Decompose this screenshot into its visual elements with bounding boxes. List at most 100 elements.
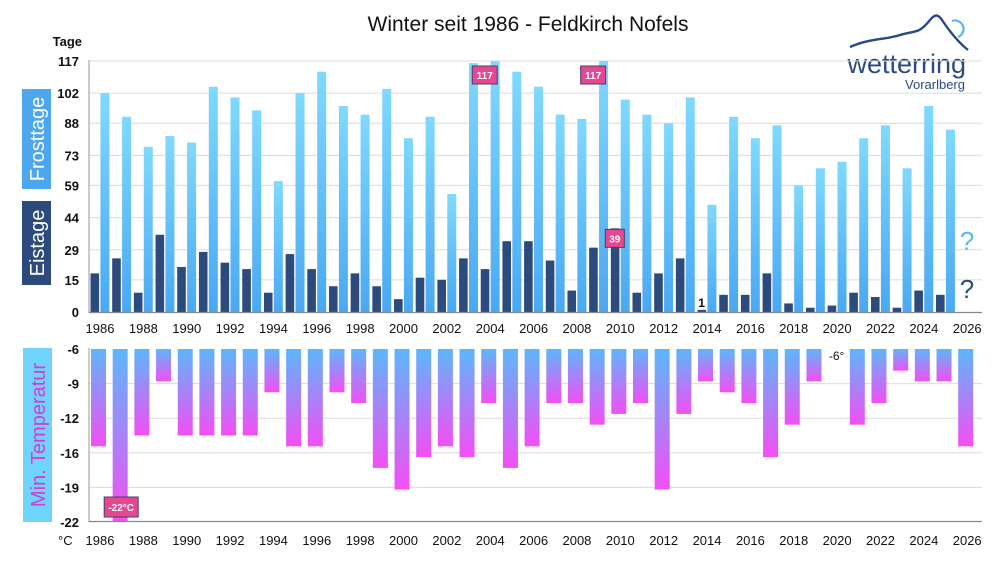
frosttage-bar: [468, 63, 478, 313]
wetterring-logo: wetterring Vorarlberg: [846, 14, 969, 92]
bottom-y-tick-label: -6: [67, 342, 79, 357]
eistage-bar: [675, 258, 685, 312]
min-temperature-bar: [719, 349, 735, 393]
eistage-bar: [177, 266, 186, 312]
eistage-bar: [242, 269, 251, 312]
eistage-bar: [198, 251, 208, 312]
bottom-x-tick-label: 1992: [216, 533, 245, 548]
min-temperature-bar: [914, 349, 930, 382]
top-x-tick-label: 2006: [519, 321, 548, 336]
bottom-x-ticks: 1986 1988 1990 1992 1994 1996 1998 2000 2002 2004…: [86, 533, 982, 548]
frosttage-bar: [729, 116, 739, 313]
eistage-bar: [524, 241, 533, 312]
bottom-x-tick-label: 2000: [389, 533, 418, 548]
bottom-x-tick-label: 2018: [779, 533, 808, 548]
frosttage-bar: [599, 61, 609, 312]
top-x-tick-label: 1994: [259, 321, 288, 336]
top-x-tick-label: 2000: [389, 321, 418, 336]
top-x-tick-label: 2010: [606, 321, 635, 336]
record-badge-text: -22°C: [108, 503, 134, 514]
frosttage-bar: [772, 125, 782, 312]
eistage-bar: [372, 286, 381, 312]
frosttage-bar: [924, 106, 934, 312]
frosttage-bar: [230, 97, 240, 312]
min-temperature-bar: [351, 349, 367, 404]
frosttage-bar: [490, 61, 500, 312]
min-temperature-bar: [264, 349, 280, 393]
top-y-tick-label: 15: [65, 273, 79, 288]
top-x-tick-label: 2004: [476, 321, 505, 336]
top-x-tick-label: 2016: [736, 321, 765, 336]
bottom-x-tick-label: 2010: [606, 533, 635, 548]
eistage-bar: [480, 269, 490, 312]
eistage-bar: [112, 258, 121, 312]
bottom-x-tick-label: 2020: [823, 533, 852, 548]
frosttage-bar: [859, 138, 869, 312]
eistage-bar: [155, 234, 165, 312]
frosttage-bar: [750, 138, 760, 312]
bottom-x-tick-label: 2006: [519, 533, 548, 548]
min-temperature-value-label: -6°: [829, 349, 845, 363]
min-temperature-bar: [177, 349, 193, 436]
top-bars: [90, 61, 955, 313]
frosttage-bar: [122, 116, 132, 313]
bottom-x-tick-label: 1986: [86, 533, 115, 548]
top-y-tick-label: 29: [65, 243, 79, 258]
min-temperature-bar: [134, 349, 150, 436]
bottom-y-tick-label: -9: [67, 377, 79, 392]
temp-axis-label-text: Min. Temperatur: [28, 363, 50, 507]
frosttage-bar: [685, 97, 695, 312]
top-x-tick-label: 2022: [866, 321, 895, 336]
min-temperature-bar: [849, 349, 865, 425]
eistage-bar: [285, 254, 295, 312]
min-temperature-bar: [156, 349, 172, 382]
min-temperature-bar: [806, 349, 822, 382]
eistage-bar: [307, 269, 316, 312]
eistage-bar: [849, 292, 858, 312]
bottom-x-tick-label: 2002: [432, 533, 461, 548]
frosttage-bar: [512, 71, 522, 312]
frosttage-bar: [425, 116, 435, 313]
pending-eis-mark: ?: [960, 274, 974, 304]
eistage-bar: [697, 309, 707, 312]
bottom-x-tick-label: 2014: [693, 533, 722, 548]
min-temperature-bar: [763, 349, 779, 458]
frosttage-bar: [317, 71, 327, 312]
frosttage-bar: [642, 114, 652, 312]
legend-frosttage-box: [22, 89, 51, 189]
min-temperature-bar: [221, 349, 237, 436]
frosttage-bar: [837, 161, 847, 312]
min-temperature-bar: [372, 349, 388, 468]
top-y-axis-title: Tage: [53, 34, 82, 49]
frosttage-bar: [165, 136, 175, 312]
top-x-tick-label: 1998: [346, 321, 375, 336]
eistage-bar: [459, 258, 468, 312]
eistage-bar: [654, 273, 663, 312]
value-badge-text: 117: [477, 71, 494, 82]
frosttage-bar: [794, 185, 804, 312]
frosttage-bar: [620, 99, 630, 312]
top-x-tick-label: 1990: [172, 321, 201, 336]
min-temperature-bar: [112, 349, 128, 522]
min-temperature-bar: [199, 349, 215, 436]
bottom-x-tick-label: 2022: [866, 533, 895, 548]
eistage-bar: [632, 292, 642, 312]
eistage-bar: [719, 294, 728, 312]
eistage-bar: [350, 273, 360, 312]
bottom-y-tick-label: -22: [60, 515, 79, 530]
eistage-bar: [328, 286, 338, 312]
top-y-tick-label: 102: [57, 86, 79, 101]
temp-axis-label: Min. Temperatur: [23, 348, 52, 522]
bottom-x-tick-label: 2008: [562, 533, 591, 548]
eistage-bar: [437, 279, 446, 312]
min-temperature-bar: [958, 349, 974, 447]
frosttage-bar: [555, 114, 565, 312]
eistage-bar: [892, 307, 902, 312]
eistage-bar: [133, 292, 143, 312]
top-x-tick-label: 1986: [86, 321, 115, 336]
value-badge: [580, 65, 607, 85]
record-badge: [103, 496, 139, 518]
min-temperature-bar: [676, 349, 692, 414]
min-temperature-bar: [654, 349, 670, 490]
bottom-x-tick-label: 1990: [172, 533, 201, 548]
